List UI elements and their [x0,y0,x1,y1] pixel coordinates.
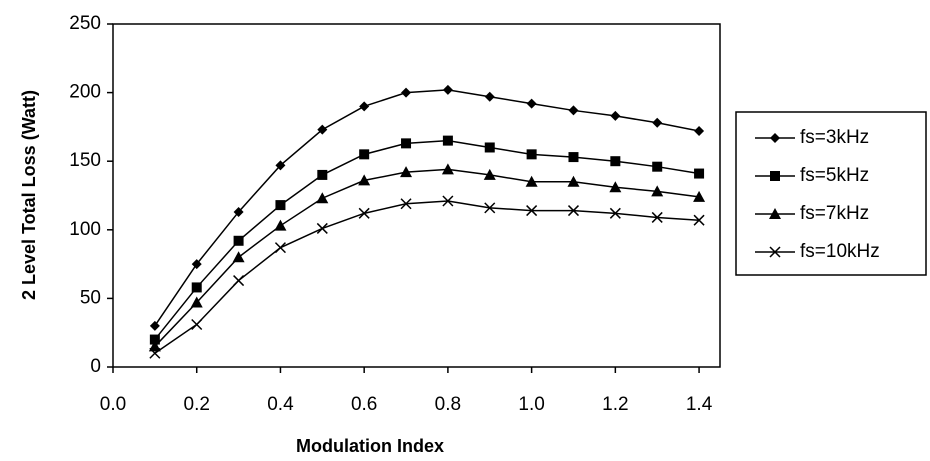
marker [770,171,780,181]
marker [317,124,328,135]
marker [359,149,370,160]
y-tick-label: 50 [80,287,101,308]
marker [526,205,538,217]
y-axis-title: 2 Level Total Loss (Watt) [19,90,39,300]
x-axis-title: Modulation Index [296,436,444,456]
x-tick-label: 0.8 [435,394,461,415]
marker [233,235,244,246]
marker [525,175,538,187]
marker [567,175,580,187]
marker [610,110,621,121]
series-line [154,139,700,341]
x-tick-label: 1.4 [686,394,713,415]
legend-label: fs=10kHz [800,241,880,262]
marker [693,214,705,226]
marker [526,149,537,160]
plot-area [112,23,721,368]
legend-label: fs=3kHz [800,127,869,148]
marker [694,126,705,137]
x-tick-label: 0.2 [184,394,210,415]
series-line [154,168,700,347]
marker [401,138,412,149]
marker [317,169,328,180]
x-tick-label: 1.2 [602,394,628,415]
y-tick-label: 0 [90,356,101,377]
marker [275,200,286,211]
marker [274,219,287,231]
marker [149,320,160,331]
x-tick-label: 0.0 [100,394,126,415]
marker [651,185,664,197]
marker [483,168,496,180]
marker [567,205,580,217]
marker [526,98,537,109]
marker [693,190,706,202]
x-tick-label: 1.0 [518,394,544,415]
marker [191,259,202,270]
y-tick-label: 150 [69,150,101,171]
marker [652,117,663,128]
marker [191,282,202,293]
marker [484,202,496,214]
legend-label: fs=5kHz [800,165,869,186]
series-line [154,200,700,354]
marker [232,251,245,263]
marker [316,192,329,204]
marker [148,340,161,352]
marker [400,198,412,210]
marker [610,156,621,167]
y-tick-label: 100 [69,219,101,240]
legend-box [735,111,927,276]
series-line [154,89,700,327]
marker [484,91,495,102]
marker [484,142,495,153]
y-tick-label: 250 [69,13,101,34]
marker [651,211,663,223]
marker [442,135,453,146]
marker [149,334,160,345]
marker [358,207,370,219]
marker [568,105,579,116]
marker [316,222,328,234]
marker [149,347,161,359]
marker [274,242,286,254]
marker [401,87,412,98]
marker [769,246,781,258]
marker [233,275,245,287]
marker [609,207,621,219]
marker [358,174,371,186]
x-tick-label: 0.6 [351,394,377,415]
marker [652,161,663,172]
marker [233,206,244,217]
marker [770,133,780,143]
marker [568,152,579,163]
x-tick-label: 0.4 [267,394,294,415]
legend-label: fs=7kHz [800,203,869,224]
marker [694,168,705,179]
marker [359,101,370,112]
y-tick-label: 200 [69,82,101,103]
marker [190,296,203,308]
marker [609,181,622,193]
marker [442,84,453,95]
marker [441,163,454,175]
marker [275,160,286,171]
marker [442,195,454,207]
marker [400,166,413,178]
marker [191,318,203,330]
marker [769,208,781,219]
